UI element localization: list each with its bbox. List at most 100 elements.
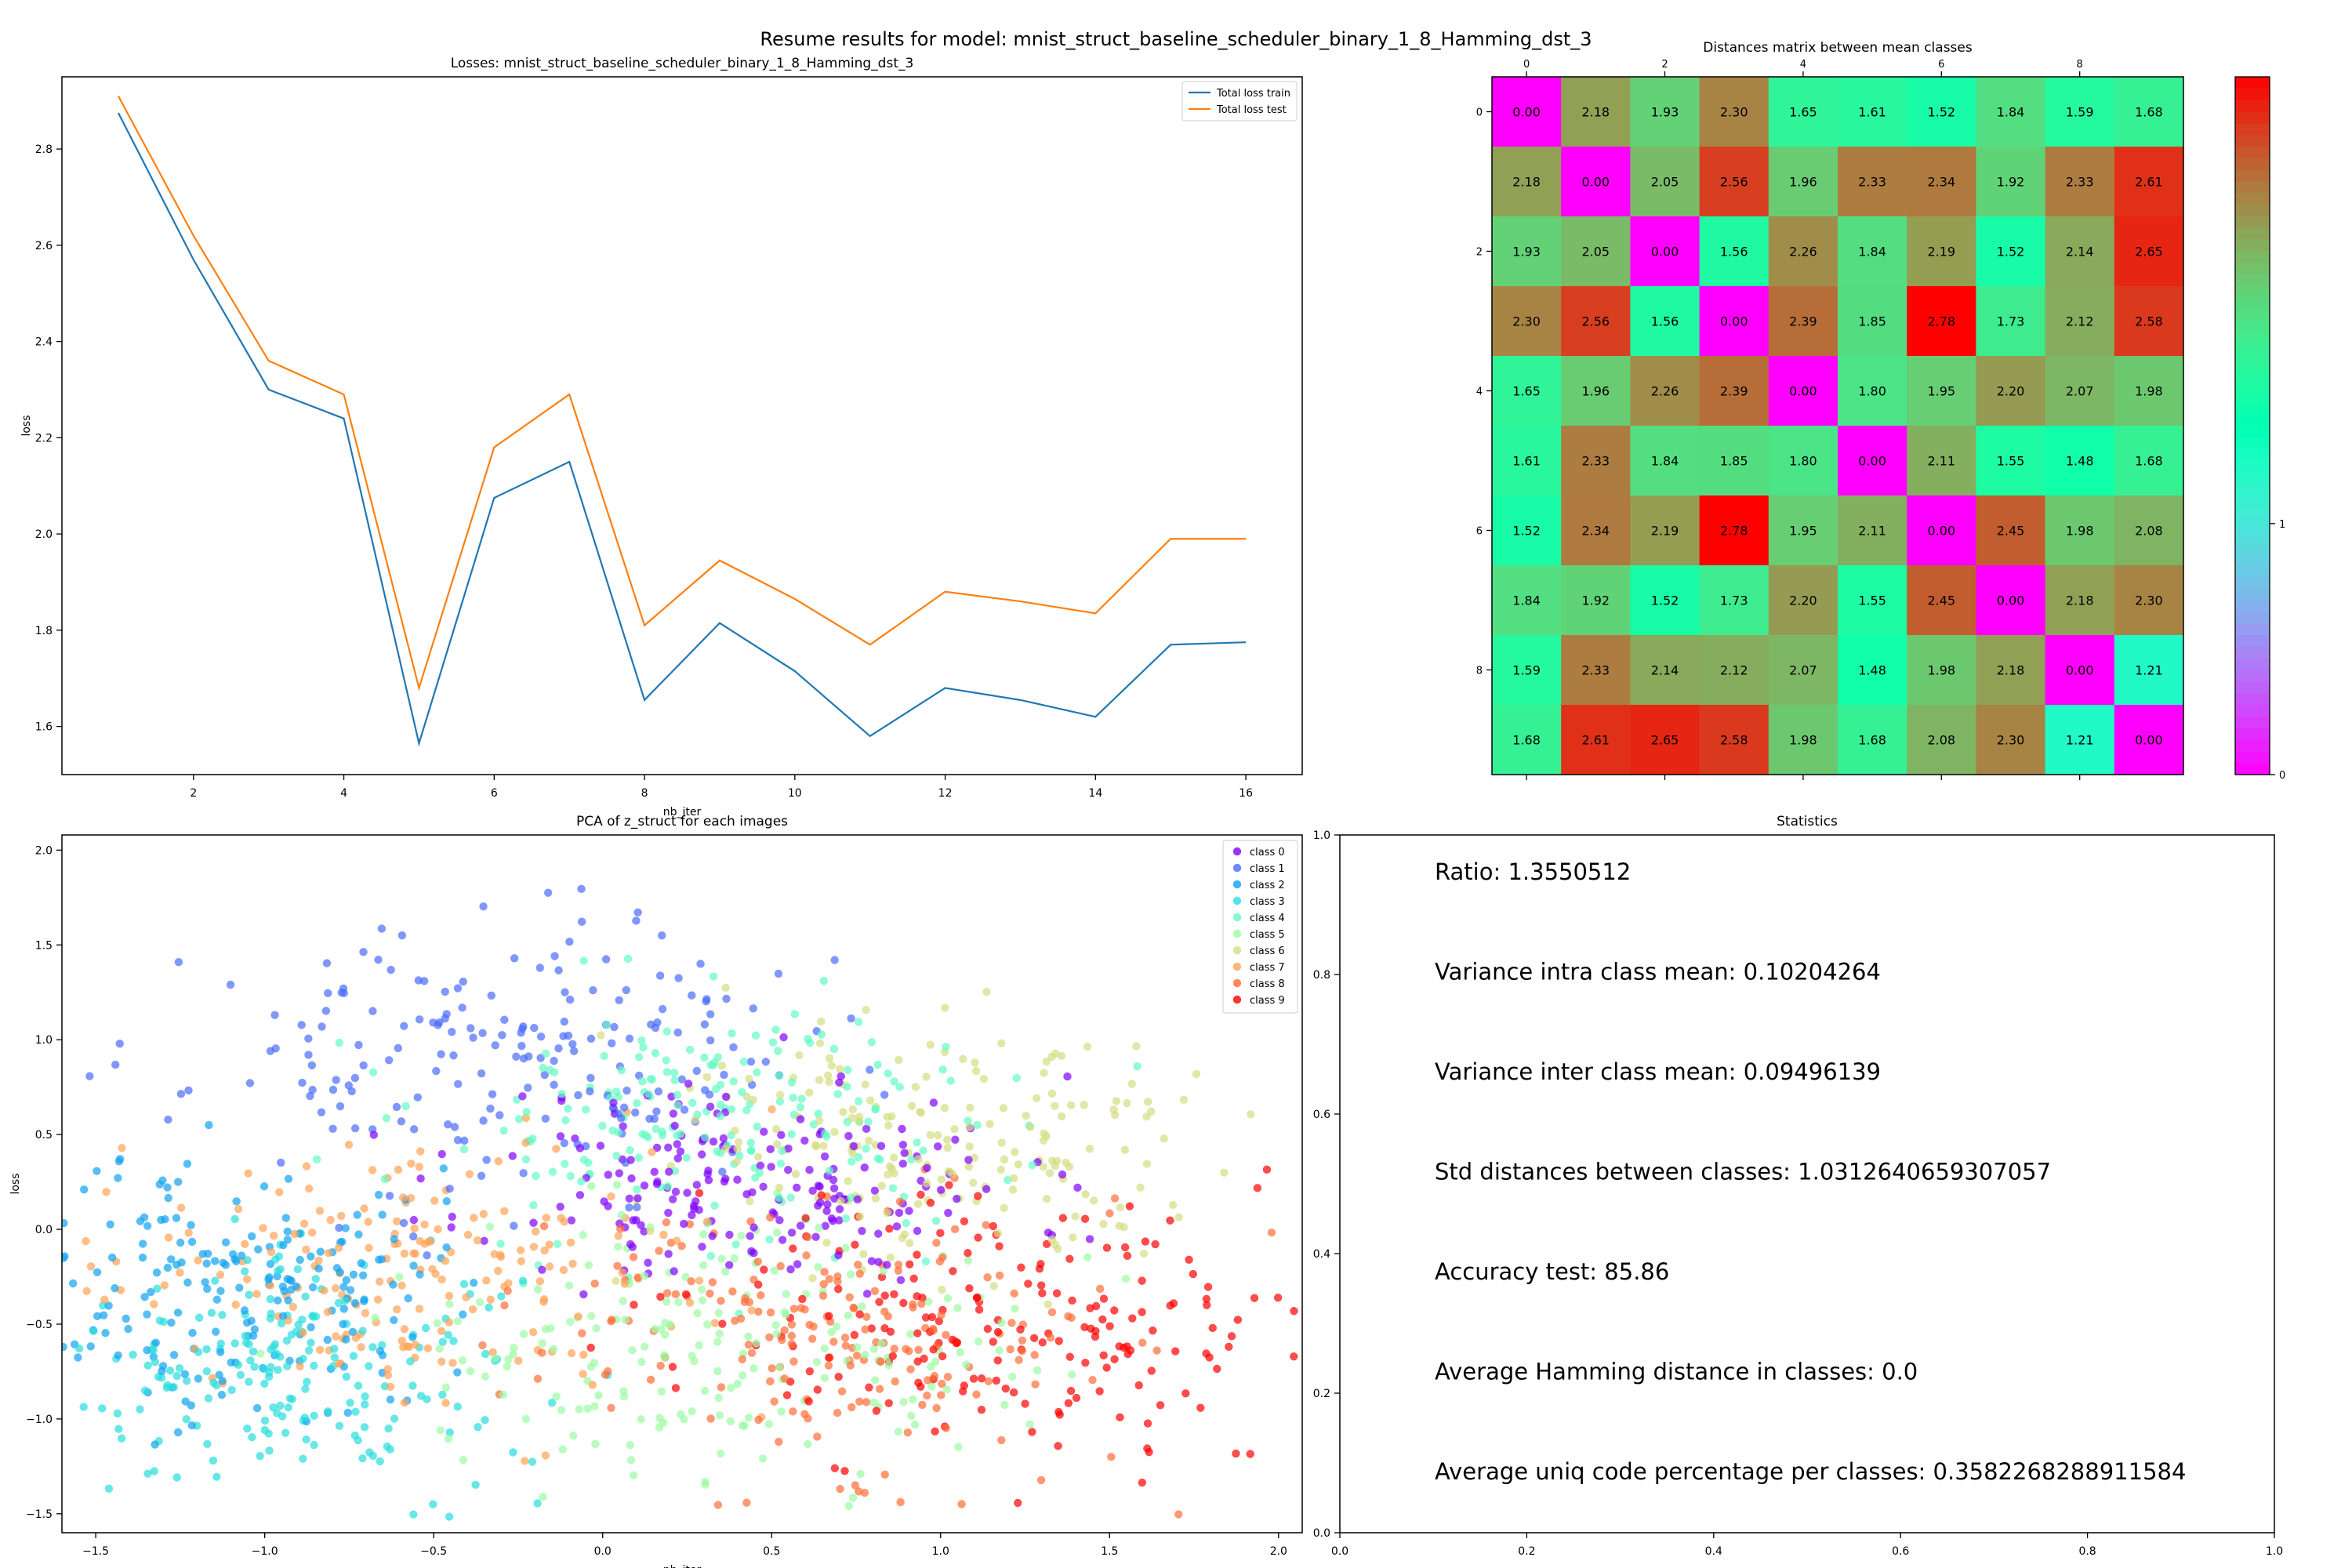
scatter-point <box>481 1349 490 1359</box>
scatter-point <box>737 1231 746 1240</box>
scatter-point <box>539 1298 548 1306</box>
colorbar-segment <box>2235 565 2270 578</box>
scatter-point <box>307 1061 317 1069</box>
scatter-point <box>533 1285 543 1294</box>
scatter-point <box>172 1473 181 1482</box>
scatter-point <box>187 1421 196 1430</box>
scatter-point <box>909 1274 918 1283</box>
scatter-point <box>918 1400 927 1410</box>
scatter-point <box>953 1304 962 1312</box>
scatter-point <box>1035 1265 1044 1273</box>
scatter-point <box>922 1179 931 1188</box>
scatter-point <box>296 1255 304 1265</box>
x-tick-label: 14 <box>1088 787 1102 800</box>
scatter-point <box>859 1250 868 1258</box>
scatter-point <box>940 1103 949 1112</box>
scatter-point <box>339 984 348 993</box>
scatter-point <box>579 1370 587 1378</box>
scatter-point <box>832 1322 841 1331</box>
scatter-point <box>1021 1399 1029 1408</box>
heatmap-cell-label: 1.84 <box>1651 454 1679 469</box>
colorbar-segment <box>2235 693 2270 706</box>
scatter-point <box>702 1073 712 1082</box>
scatter-point <box>604 1171 612 1179</box>
scatter-point <box>894 1427 903 1436</box>
scatter-point <box>699 1261 708 1270</box>
colorbar-segment <box>2235 600 2270 612</box>
x-tick-label: 10 <box>788 787 802 800</box>
scatter-point <box>662 1027 672 1036</box>
scatter-point <box>1128 1314 1137 1323</box>
heatmap-cell-label: 2.07 <box>2066 384 2094 399</box>
heatmap-cell-label: 1.21 <box>2135 663 2163 678</box>
heatmap-cell-label: 1.65 <box>1512 384 1541 399</box>
scatter-point <box>277 1158 285 1167</box>
scatter-point <box>323 1335 332 1345</box>
scatter-point <box>344 1140 354 1149</box>
scatter-point <box>844 1131 853 1141</box>
scatter-point <box>182 1415 191 1424</box>
scatter-point <box>1179 1095 1189 1104</box>
scatter-point <box>496 1240 505 1248</box>
scatter-point <box>965 1123 974 1131</box>
scatter-point <box>733 1379 742 1388</box>
scatter-point <box>1189 1269 1198 1279</box>
scatter-point <box>404 1294 412 1303</box>
scatter-point <box>625 1034 634 1043</box>
scatter-point <box>812 1358 822 1367</box>
scatter-point <box>247 1232 256 1241</box>
legend-label: class 5 <box>1250 929 1285 941</box>
scatter-point <box>528 1328 538 1337</box>
scatter-point <box>566 1171 575 1181</box>
scatter-point <box>698 1243 706 1251</box>
scatter-point <box>1066 1386 1076 1396</box>
scatter-point <box>995 1271 1004 1280</box>
scatter-point <box>691 1116 699 1124</box>
scatter-point <box>293 1265 303 1274</box>
colorbar-segment <box>2235 332 2270 345</box>
scatter-point <box>688 1352 696 1360</box>
scatter-point <box>943 1135 952 1145</box>
heatmap-cell <box>1492 635 1562 706</box>
scatter-point <box>671 1290 681 1299</box>
scatter-point <box>529 1200 538 1210</box>
scatter-point <box>256 1451 264 1461</box>
scatter-point <box>143 1346 151 1355</box>
scatter-point <box>760 1265 768 1274</box>
scatter-point <box>717 1254 726 1263</box>
scatter-point <box>866 1096 875 1105</box>
scatter-point <box>1003 1175 1012 1185</box>
scatter-point <box>793 1260 802 1269</box>
scatter-point <box>266 1294 275 1304</box>
scatter-point <box>299 1454 307 1463</box>
scatter-point <box>176 1203 186 1212</box>
scatter-point <box>384 1056 394 1065</box>
scatter-point <box>350 1073 360 1083</box>
scatter-point <box>364 1218 372 1226</box>
scatter-point <box>453 1136 463 1145</box>
scatter-point <box>1028 1428 1036 1436</box>
scatter-point <box>378 1210 387 1219</box>
statistics-line: Std distances between classes: 1.0312640… <box>1435 1159 2051 1185</box>
heatmap-cell-label: 2.61 <box>1581 733 1610 748</box>
scatter-point <box>330 1345 339 1353</box>
heatmap-cell-label: 2.58 <box>2135 314 2163 329</box>
scatter-point <box>480 1236 488 1246</box>
scatter-point <box>725 1230 734 1240</box>
scatter-point <box>415 1015 424 1024</box>
heatmap-cell-label: 0.00 <box>2135 733 2163 748</box>
heatmap-cell <box>2045 426 2115 496</box>
scatter-point <box>304 1034 313 1043</box>
scatter-point <box>409 1215 419 1225</box>
heatmap-cell <box>2045 77 2115 147</box>
heatmap-cell <box>1907 635 1976 706</box>
scatter-point <box>438 1338 448 1346</box>
y-tick-label: 0.0 <box>35 1224 53 1236</box>
scatter-point <box>324 989 332 997</box>
scatter-point <box>633 1185 641 1194</box>
scatter-point <box>921 1257 931 1266</box>
scatter-point <box>740 1298 750 1306</box>
scatter-point <box>670 1267 678 1276</box>
scatter-point <box>713 1501 723 1509</box>
scatter-point <box>680 1105 689 1114</box>
